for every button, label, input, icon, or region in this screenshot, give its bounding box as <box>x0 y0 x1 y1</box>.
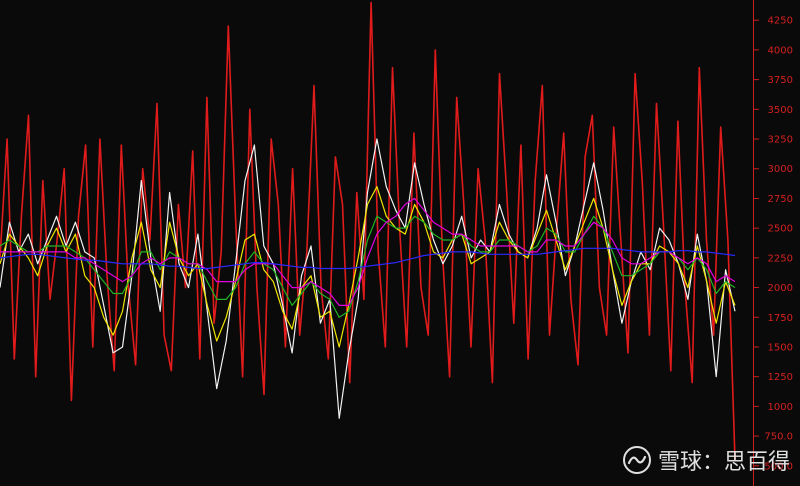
y-tick-label: 4000 <box>768 45 793 56</box>
watermark-text: 雪球：思百得 <box>657 450 790 475</box>
series-line-4 <box>0 215 736 318</box>
y-tick-label: 500.0 <box>764 461 793 472</box>
y-tick-label: 2750 <box>768 194 793 205</box>
y-tick-label: 750.0 <box>764 432 793 443</box>
y-tick-label: 4250 <box>768 16 793 27</box>
snowball-logo-icon <box>622 446 651 474</box>
series-layer <box>0 1 736 460</box>
y-tick-label: 1250 <box>768 372 793 383</box>
y-tick-label: 3750 <box>768 75 793 86</box>
y-tick-label: 1500 <box>768 342 793 353</box>
y-tick-label: 3500 <box>768 105 793 116</box>
y-tick-label: 1000 <box>768 402 793 413</box>
series-line-5 <box>0 197 736 306</box>
y-tick-label: 2000 <box>768 283 793 294</box>
series-line-1 <box>0 1 736 460</box>
y-tick-label: 3250 <box>768 135 793 146</box>
series-line-3 <box>0 186 736 348</box>
y-axis-ticks: 500.0 750.0 1000 1250 1500 1750 2000 2250 2500 27… <box>753 16 793 472</box>
y-tick-label: 2250 <box>768 253 793 264</box>
y-tick-label: 2500 <box>768 224 793 235</box>
series-line-6 <box>0 247 736 270</box>
y-tick-label: 3000 <box>768 164 793 175</box>
y-tick-label: 1750 <box>768 313 793 324</box>
watermark: 雪球：思百得 <box>622 444 790 476</box>
